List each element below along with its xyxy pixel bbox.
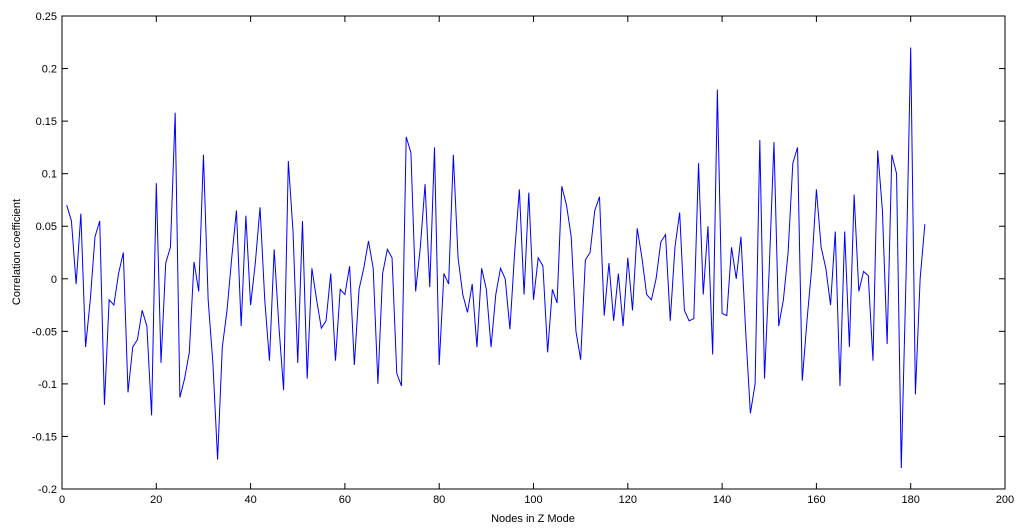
x-tick-label: 160: [807, 494, 825, 506]
y-tick-label: -0.05: [32, 326, 57, 338]
x-tick-label: 20: [150, 494, 162, 506]
x-tick-label: 100: [524, 494, 542, 506]
x-tick-label: 120: [619, 494, 637, 506]
y-tick-label: 0.1: [42, 169, 57, 181]
y-tick-label: 0.05: [36, 221, 57, 233]
data-line: [66, 47, 926, 468]
x-tick-label: 0: [59, 494, 65, 506]
y-axis-label: Correlation coefficient: [11, 199, 23, 305]
y-tick-label: 0.2: [42, 64, 57, 76]
y-tick-label: -0.15: [32, 431, 57, 443]
y-tick-label: 0: [51, 274, 57, 286]
x-tick-label: 60: [339, 494, 351, 506]
x-axis-label: Nodes in Z Mode: [491, 513, 575, 525]
x-tick-label: 40: [244, 494, 256, 506]
y-tick-label: -0.2: [38, 484, 57, 496]
x-tick-label: 80: [433, 494, 445, 506]
y-tick-label: -0.1: [38, 379, 57, 391]
y-tick-label: 0.15: [36, 116, 57, 128]
plot-area: [61, 15, 1006, 490]
x-tick-label: 140: [713, 494, 731, 506]
x-tick-label: 200: [996, 494, 1014, 506]
y-tick-label: 0.25: [36, 11, 57, 23]
x-tick-label: 180: [902, 494, 920, 506]
